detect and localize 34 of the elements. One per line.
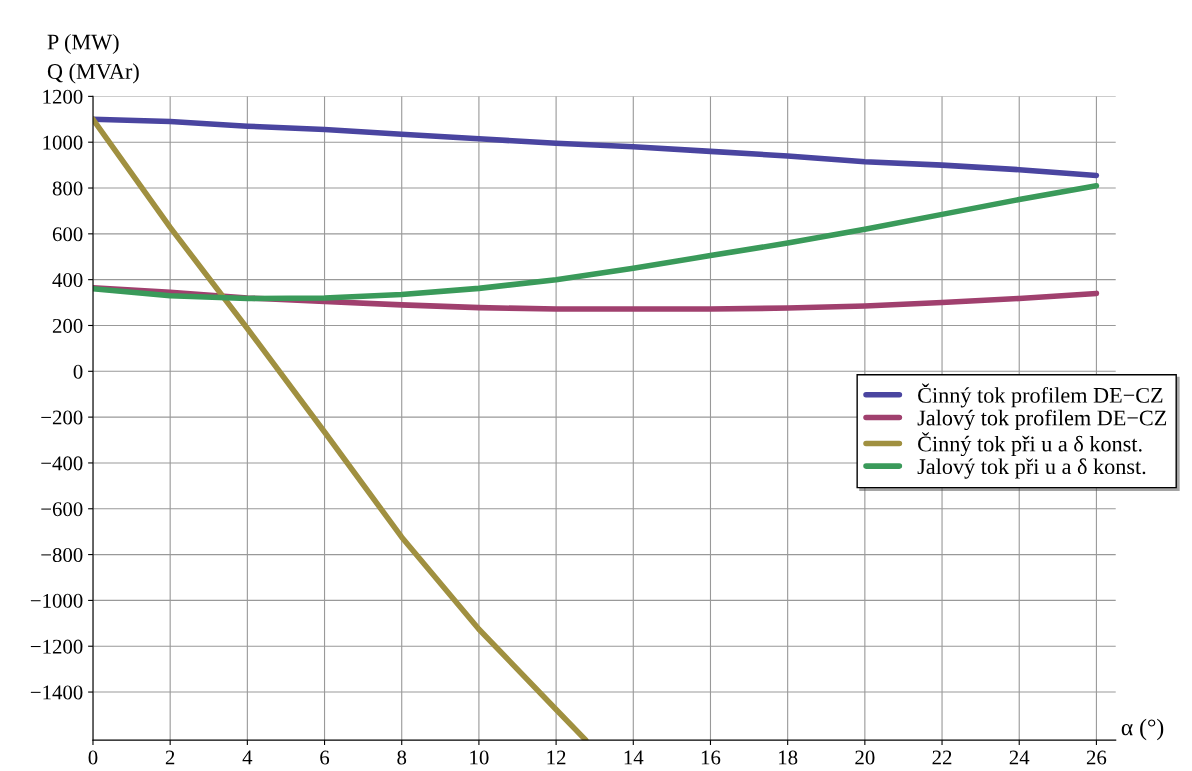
y-tick-label: 1000 <box>43 135 83 150</box>
y-tick-label: −800 <box>41 547 83 563</box>
x-tick-label: 24 <box>1009 750 1030 765</box>
x-tick-label: 2 <box>165 750 175 765</box>
y-tick-label: −1400 <box>30 685 83 700</box>
x-tick-label: 6 <box>320 750 330 765</box>
legend-label: Jalový tok profilem DE−CZ <box>917 409 1167 431</box>
x-tick-label: 18 <box>779 750 798 765</box>
y-tick-label: 400 <box>52 273 83 288</box>
y-tick-label: −400 <box>41 456 83 471</box>
x-tick-label: 10 <box>470 750 489 765</box>
x-tick-label: 8 <box>397 750 407 765</box>
y-tick-label: −600 <box>41 502 83 517</box>
legend-label: Činný tok profilem DE−CZ <box>918 383 1163 408</box>
legend-label: Jalový tok při u a δ konst. <box>917 458 1146 479</box>
y-axis-title: P (MW) Q (MVAr) <box>47 33 139 84</box>
y-tick-label: 0 <box>73 364 83 379</box>
y-tick-label: 600 <box>52 227 83 242</box>
legend-label: Činný tok při u a δ konst. <box>918 432 1142 457</box>
x-tick-label: 0 <box>88 750 98 765</box>
x-tick-label: 22 <box>932 750 952 765</box>
y-tick-label: −1000 <box>30 593 83 608</box>
y-tick-label: −200 <box>41 410 83 425</box>
y-tick-label: 800 <box>52 181 83 196</box>
y-tick-label: 200 <box>52 318 83 333</box>
x-tick-label: 20 <box>855 750 875 765</box>
x-tick-label: 4 <box>242 750 253 765</box>
y-tick-label: −1200 <box>30 639 83 654</box>
y-tick-label: 1200 <box>43 89 83 104</box>
x-axis-title: α (°) <box>1121 718 1164 741</box>
x-tick-label: 16 <box>701 750 721 765</box>
x-tick-label: 14 <box>624 750 644 765</box>
x-tick-label: 26 <box>1086 750 1107 765</box>
x-tick-label: 12 <box>547 750 566 765</box>
